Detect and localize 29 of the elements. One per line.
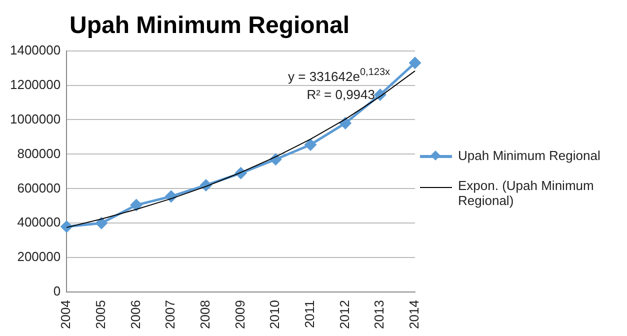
x-tick-label: 2013 bbox=[372, 300, 387, 329]
y-tick-label: 1200000 bbox=[10, 76, 61, 92]
x-tick-label: 2012 bbox=[336, 300, 352, 329]
legend-label: Expon. (Upah Minimum Regional) bbox=[458, 178, 595, 208]
point bbox=[130, 199, 142, 211]
x-tick-label: 2006 bbox=[128, 300, 143, 329]
x-tick-label: 2009 bbox=[232, 300, 248, 329]
point bbox=[60, 220, 72, 232]
y-tick-label: 200000 bbox=[17, 249, 61, 264]
point bbox=[409, 57, 421, 69]
x-tick-label: 2010 bbox=[267, 300, 282, 329]
legend-label: Upah Minimum Regional bbox=[458, 148, 600, 163]
x-tick-label: 2008 bbox=[198, 300, 213, 329]
y-tick-label: 800000 bbox=[17, 146, 61, 161]
point bbox=[304, 138, 316, 150]
y-tick-label: 600000 bbox=[17, 180, 61, 196]
x-tick-label: 2011 bbox=[302, 300, 318, 328]
y-tick-label: 0 bbox=[53, 284, 61, 299]
x-tick-label: 2014 bbox=[406, 300, 422, 329]
annotation: R² = 0,9943 bbox=[306, 86, 375, 102]
x-tick-label: 2004 bbox=[58, 300, 74, 329]
x-tick-label: 2005 bbox=[93, 300, 108, 329]
y-tick-label: 400000 bbox=[17, 214, 61, 230]
point bbox=[96, 217, 108, 229]
x-tick-label: 2007 bbox=[162, 300, 178, 329]
point bbox=[340, 117, 352, 129]
y-tick-label: 1000000 bbox=[10, 111, 61, 126]
y-tick-label: 1400000 bbox=[10, 42, 61, 58]
chart-title: Upah Minimum Regional bbox=[69, 12, 350, 40]
